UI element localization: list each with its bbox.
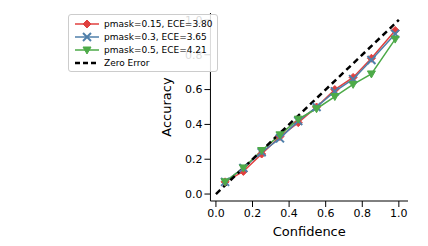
svg-text:0.4: 0.4 — [280, 207, 298, 220]
svg-text:0.2: 0.2 — [244, 207, 262, 220]
svg-text:0.0: 0.0 — [207, 207, 225, 220]
svg-text:0.0: 0.0 — [185, 188, 203, 201]
svg-text:Accuracy: Accuracy — [159, 77, 174, 137]
svg-text:1.0: 1.0 — [185, 14, 203, 27]
svg-text:1.0: 1.0 — [390, 207, 408, 220]
svg-text:0.6: 0.6 — [317, 207, 335, 220]
svg-text:0.4: 0.4 — [185, 118, 203, 131]
svg-text:0.2: 0.2 — [185, 153, 203, 166]
svg-text:0.8: 0.8 — [185, 49, 203, 62]
svg-text:0.8: 0.8 — [354, 207, 372, 220]
svg-text:Confidence: Confidence — [273, 224, 346, 238]
svg-text:0.6: 0.6 — [185, 83, 203, 96]
